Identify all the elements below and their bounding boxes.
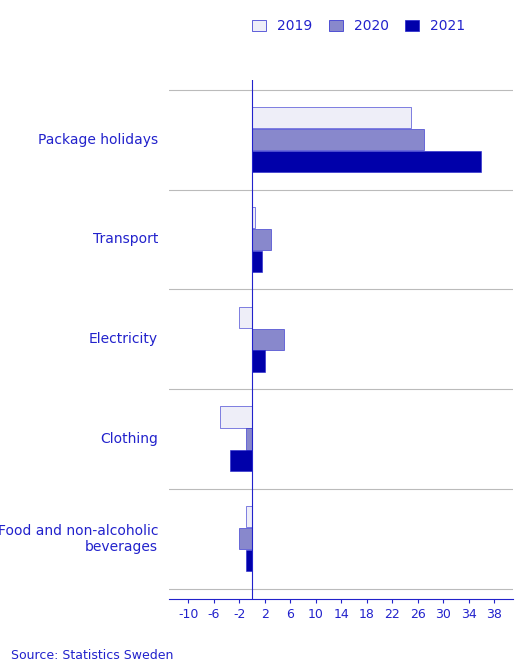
Legend: 2019, 2020, 2021: 2019, 2020, 2021	[252, 19, 466, 33]
Bar	[252, 207, 256, 228]
Bar	[252, 129, 424, 150]
Text: Source: Statistics Sweden: Source: Statistics Sweden	[11, 648, 173, 662]
Bar	[252, 251, 262, 272]
Bar	[245, 506, 252, 527]
Bar	[239, 528, 252, 549]
Bar	[252, 229, 271, 250]
Bar	[220, 406, 252, 428]
Bar	[230, 450, 252, 471]
Bar	[245, 428, 252, 450]
Bar	[252, 107, 411, 128]
Bar	[252, 329, 284, 350]
Bar	[239, 307, 252, 328]
Bar	[252, 151, 481, 172]
Bar	[252, 350, 265, 372]
Bar	[245, 550, 252, 571]
